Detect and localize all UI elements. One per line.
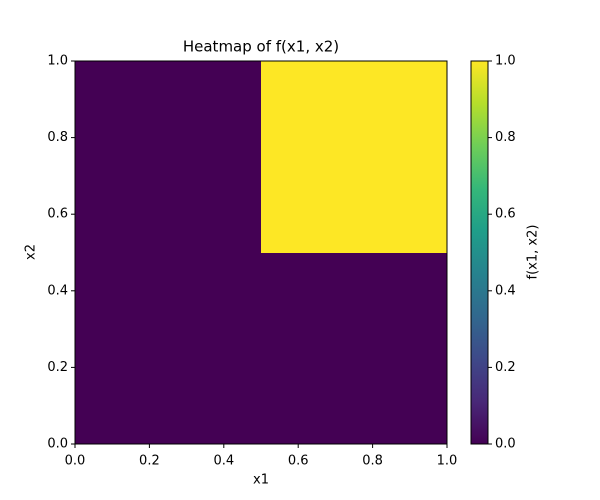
x-tick-label: 0.8 — [362, 454, 383, 469]
colorbar-label: f(x1, x2) — [526, 225, 541, 280]
x-tick-label: 0.2 — [139, 454, 160, 469]
x-tick-label: 0.4 — [213, 454, 234, 469]
x-axis-label: x1 — [253, 473, 269, 488]
chart-title: Heatmap of f(x1, x2) — [183, 38, 339, 56]
colorbar-tick-label: 0.2 — [495, 360, 516, 375]
y-tick-label: 0.6 — [47, 207, 68, 222]
plot-frame — [74, 60, 448, 445]
y-tick-label: 0.2 — [47, 360, 68, 375]
colorbar-tick-label: 0.4 — [495, 283, 516, 298]
colorbar-tick-label: 1.0 — [495, 54, 516, 69]
heatmap-cell — [261, 61, 448, 253]
colorbar — [470, 60, 489, 445]
y-axis-label: x2 — [24, 244, 39, 260]
x-tick-label: 0.6 — [288, 454, 309, 469]
x-tick-label: 1.0 — [437, 454, 458, 469]
y-tick-label: 0.8 — [47, 130, 68, 145]
colorbar-tick-label: 0.8 — [495, 130, 516, 145]
colorbar-tick-label: 0.6 — [495, 207, 516, 222]
heatmap-cell — [261, 252, 448, 445]
y-tick-label: 0.0 — [47, 437, 68, 452]
x-tick-label: 0.0 — [65, 454, 86, 469]
y-tick-label: 0.4 — [47, 283, 68, 298]
colorbar-tick-label: 0.0 — [495, 437, 516, 452]
heatmap-cell — [75, 61, 262, 253]
y-tick-label: 1.0 — [47, 54, 68, 69]
heatmap-cell — [75, 252, 262, 445]
